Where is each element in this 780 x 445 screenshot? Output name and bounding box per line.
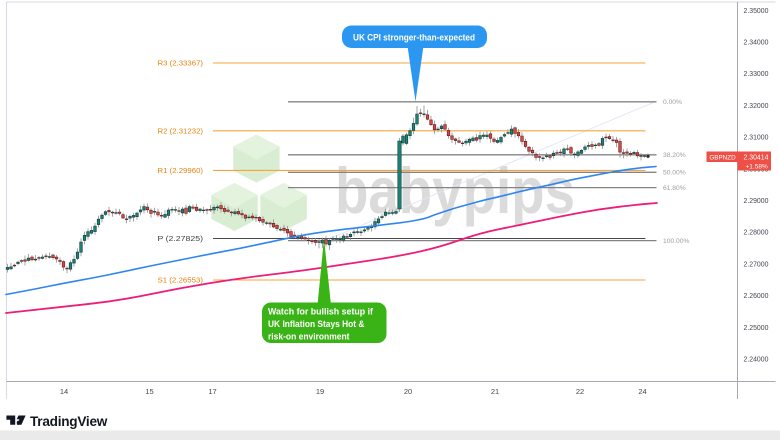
svg-text:24: 24 [638,387,646,396]
svg-text:2.24000: 2.24000 [744,357,769,364]
svg-text:2.28000: 2.28000 [744,230,769,237]
svg-text:2.33000: 2.33000 [744,71,769,78]
svg-text:2.35000: 2.35000 [744,8,769,15]
svg-text:2.30414: 2.30414 [744,155,769,162]
svg-text:0.00%: 0.00% [663,99,682,106]
svg-text:R2 (2.31232): R2 (2.31232) [158,127,204,136]
svg-text:R3 (2.33367): R3 (2.33367) [158,59,204,68]
svg-text:R1 (2.29960): R1 (2.29960) [158,166,204,175]
svg-text:15: 15 [145,387,153,396]
svg-text:17: 17 [208,387,216,396]
svg-text:risk-on environment: risk-on environment [268,331,350,342]
svg-text:2.27000: 2.27000 [744,261,769,268]
svg-text:50.00%: 50.00% [663,170,686,177]
svg-text:14: 14 [60,387,68,396]
svg-text:22: 22 [576,387,584,396]
svg-text:2.26000: 2.26000 [744,293,769,300]
svg-text:38.20%: 38.20% [663,152,686,159]
svg-text:S1 (2.26553): S1 (2.26553) [158,276,204,285]
svg-text:GBPNZD: GBPNZD [709,154,736,161]
svg-text:2.25000: 2.25000 [744,325,769,332]
svg-text:2.34000: 2.34000 [744,40,769,47]
svg-text:2.31000: 2.31000 [744,135,769,142]
svg-text:19: 19 [316,387,324,396]
svg-text:2.32000: 2.32000 [744,103,769,110]
svg-text:Watch for bullish setup if: Watch for bullish setup if [268,306,374,317]
svg-text:21: 21 [491,387,499,396]
svg-text:20: 20 [404,387,412,396]
svg-text:61.80%: 61.80% [663,185,686,192]
svg-text:TradingView: TradingView [30,414,108,429]
svg-text:+1.58%: +1.58% [746,163,768,170]
svg-text:100.00%: 100.00% [663,238,689,245]
svg-text:2.29000: 2.29000 [744,198,769,205]
svg-text:UK Inflation Stays Hot &: UK Inflation Stays Hot & [268,318,365,329]
svg-text:UK CPI stronger-than-expected: UK CPI stronger-than-expected [353,32,475,43]
svg-text:P (2.27825): P (2.27825) [158,234,204,243]
svg-text:babypips: babypips [335,155,575,228]
